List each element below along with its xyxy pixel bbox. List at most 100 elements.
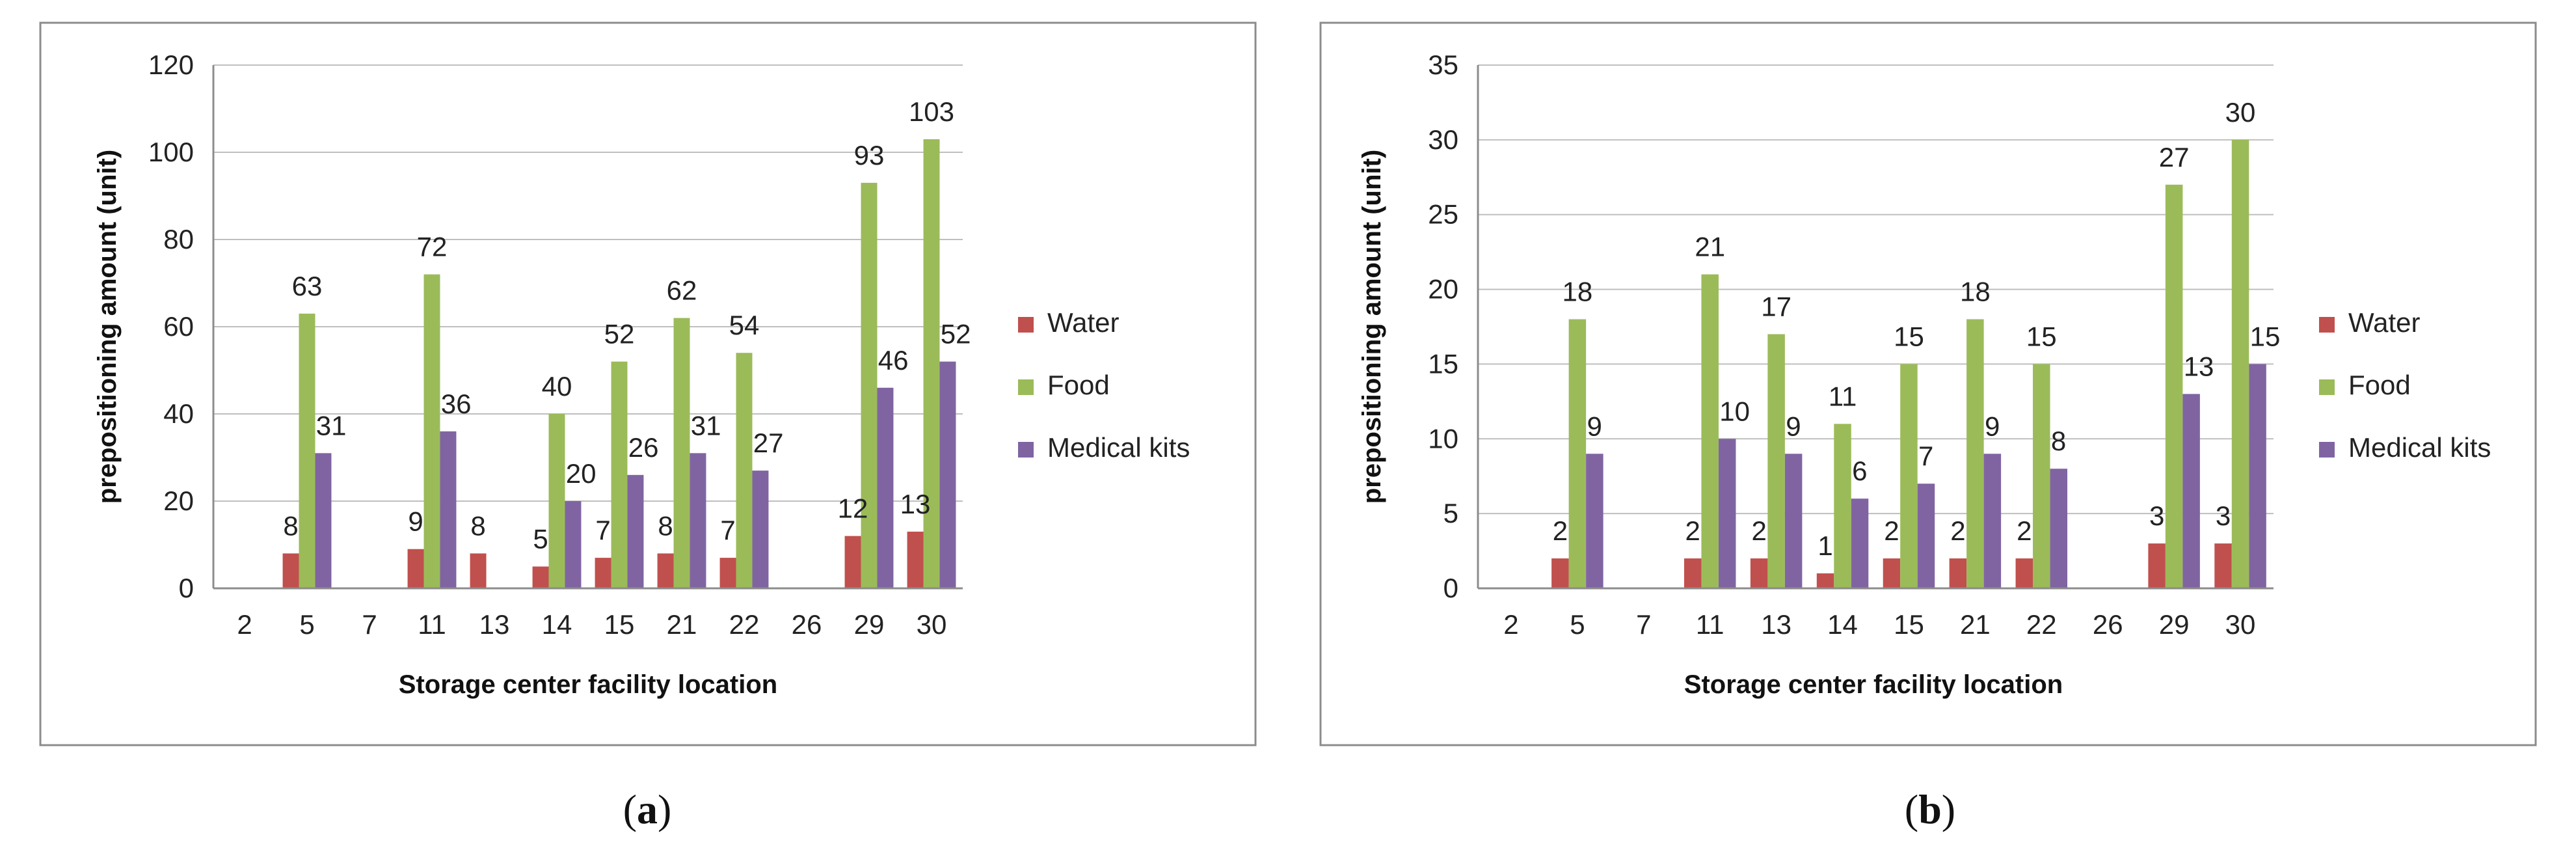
bar-food-5 (299, 313, 315, 588)
data-label-water-14: 1 (1818, 530, 1832, 561)
x-tick-label: 2 (1503, 609, 1518, 640)
caption-a-open: ( (623, 786, 637, 832)
chart-a-y-ticks: 0 20 40 60 80 100 120 (148, 49, 194, 603)
bar-water-14 (532, 566, 549, 588)
x-tick-label: 29 (2159, 609, 2190, 640)
data-label-water-29: 3 (2149, 500, 2164, 531)
chart-b-x-axis-title: Storage center facility location (1684, 670, 2063, 699)
data-label-water-22: 2 (2017, 515, 2032, 546)
x-tick-label: 5 (1570, 609, 1585, 640)
data-label-food-14: 11 (1829, 381, 1857, 411)
bar-water-30 (907, 531, 924, 588)
data-label-food-15: 52 (604, 319, 635, 349)
legend-b-medical-swatch (2319, 442, 2335, 458)
legend-b-food-label: Food (2348, 370, 2411, 400)
x-tick-label: 15 (604, 609, 635, 640)
data-label-water-15: 7 (595, 515, 610, 545)
caption-a-letter: a (637, 786, 658, 832)
data-label-food-15: 15 (1894, 321, 1924, 351)
y-tick-label: 60 (163, 311, 194, 342)
x-tick-label: 21 (667, 609, 697, 640)
y-tick-label: 15 (1428, 348, 1458, 379)
data-label-medical-22: 27 (753, 428, 784, 458)
caption-b-close: ) (1942, 786, 1955, 832)
data-label-medical-5: 31 (316, 410, 347, 441)
bar-food-22 (2033, 364, 2050, 588)
x-tick-label: 7 (362, 609, 377, 640)
chart-panel-a: 0 20 40 60 80 100 120 8 63 31 9 72 36 8 5 40 20 7 52 26 8 62… (0, 0, 1275, 861)
data-label-medical-30: 52 (941, 319, 971, 349)
bar-medical-11 (1718, 439, 1736, 588)
x-tick-label: 13 (479, 609, 510, 640)
data-label-medical-11: 36 (441, 389, 472, 419)
data-label-medical-29: 46 (878, 345, 909, 376)
bar-food-13 (1767, 334, 1785, 588)
x-tick-label: 5 (299, 609, 314, 640)
legend-b-water-swatch (2319, 317, 2335, 333)
bar-medical-30 (2249, 364, 2266, 588)
data-label-water-30: 3 (2216, 500, 2231, 531)
legend-b-food-swatch (2319, 379, 2335, 395)
legend-a-water-label: Water (1047, 307, 1119, 338)
bar-food-15 (611, 361, 628, 588)
caption-b: (b) (1905, 786, 1955, 832)
bar-medical-15 (1917, 484, 1935, 588)
y-tick-label: 100 (148, 137, 194, 167)
bar-medical-5 (1586, 454, 1603, 588)
data-label-food-5: 18 (1563, 277, 1593, 307)
chart-b-legend: Water Food Medical kits (2319, 307, 2491, 463)
data-label-water-30: 13 (900, 489, 931, 519)
x-tick-label: 14 (542, 609, 572, 640)
x-tick-label: 11 (418, 609, 446, 640)
x-tick-label: 29 (854, 609, 885, 640)
bar-food-15 (1900, 364, 1918, 588)
data-label-water-15: 2 (1884, 515, 1899, 546)
bar-water-13 (470, 553, 487, 588)
bar-medical-22 (752, 471, 769, 588)
bar-food-21 (673, 318, 690, 588)
x-tick-label: 30 (917, 609, 947, 640)
data-label-water-21: 8 (658, 510, 673, 541)
y-tick-label: 20 (163, 485, 194, 516)
chart-a-y-axis-title: prepositioning amount (unit) (93, 150, 122, 504)
data-label-food-13: 17 (1761, 291, 1791, 321)
caption-b-open: ( (1905, 786, 1918, 832)
data-label-water-29: 12 (838, 493, 868, 524)
data-label-food-21: 18 (1960, 277, 1991, 307)
chart-b-gridlines (1478, 64, 2274, 515)
bar-medical-29 (877, 387, 894, 588)
y-tick-label: 40 (163, 398, 194, 429)
y-tick-label: 5 (1443, 498, 1458, 528)
bar-water-29 (844, 536, 861, 588)
data-label-water-5: 2 (1553, 515, 1568, 546)
chart-b-y-ticks: 0 5 10 15 20 25 30 35 (1428, 49, 1458, 603)
chart-a-frame (39, 21, 1257, 746)
caption-a-close: ) (658, 786, 671, 832)
x-tick-label: 21 (1960, 609, 1991, 640)
caption-a: (a) (623, 786, 672, 832)
data-label-food-29: 93 (854, 140, 885, 171)
bar-food-5 (1568, 319, 1587, 588)
y-tick-label: 0 (1443, 573, 1458, 603)
bar-food-11 (423, 274, 440, 588)
data-label-food-11: 72 (417, 232, 448, 262)
data-label-medical-30: 15 (2250, 321, 2281, 351)
bar-medical-21 (1983, 454, 2002, 588)
data-label-food-11: 21 (1695, 232, 1725, 262)
bar-medical-15 (627, 474, 644, 588)
bar-medical-5 (315, 453, 332, 588)
data-label-water-11: 9 (408, 506, 423, 537)
bar-food-29 (861, 182, 878, 588)
bar-water-15 (1883, 558, 1901, 588)
y-tick-label: 30 (1428, 124, 1458, 155)
chart-b-bars (1551, 139, 2266, 588)
data-label-medical-29: 13 (2184, 351, 2214, 381)
legend-b-medical-label: Medical kits (2348, 432, 2491, 463)
legend-a-medical-label: Medical kits (1047, 432, 1190, 463)
bar-water-22 (2015, 558, 2033, 588)
data-label-medical-14: 20 (566, 458, 597, 489)
bar-water-5 (282, 553, 299, 588)
